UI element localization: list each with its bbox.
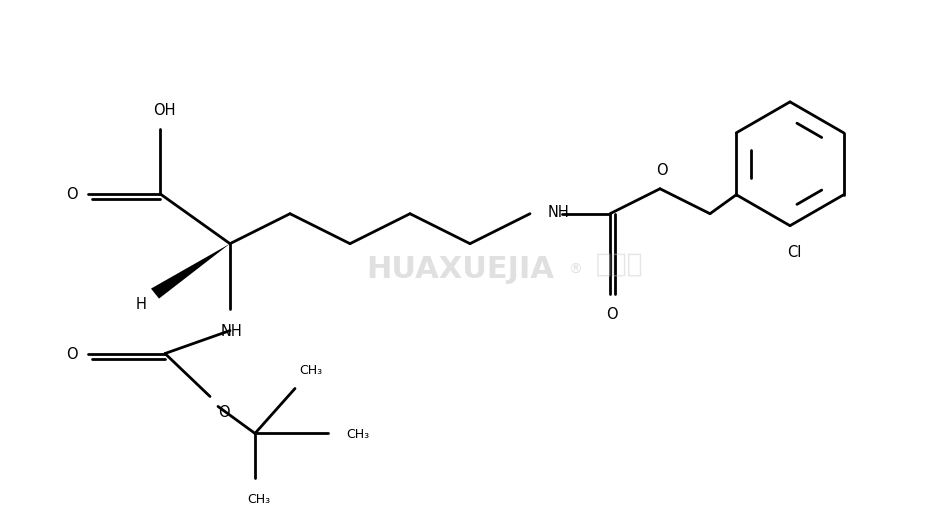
Text: O: O (606, 306, 618, 321)
Text: NH: NH (548, 205, 569, 220)
Text: HUAXUEJIA: HUAXUEJIA (366, 254, 554, 284)
Text: CH₃: CH₃ (346, 427, 369, 440)
Text: ®: ® (568, 262, 582, 276)
Text: O: O (218, 405, 229, 419)
Text: NH: NH (221, 323, 243, 338)
Text: H: H (135, 297, 147, 312)
Text: CH₃: CH₃ (248, 492, 270, 505)
Text: O: O (656, 162, 667, 178)
Text: CH₃: CH₃ (299, 364, 322, 377)
Text: O: O (67, 346, 78, 361)
Text: OH: OH (152, 103, 175, 118)
Text: Cl: Cl (786, 244, 802, 259)
Polygon shape (151, 244, 230, 299)
Text: O: O (67, 187, 78, 202)
Text: 化学加: 化学加 (596, 251, 644, 277)
